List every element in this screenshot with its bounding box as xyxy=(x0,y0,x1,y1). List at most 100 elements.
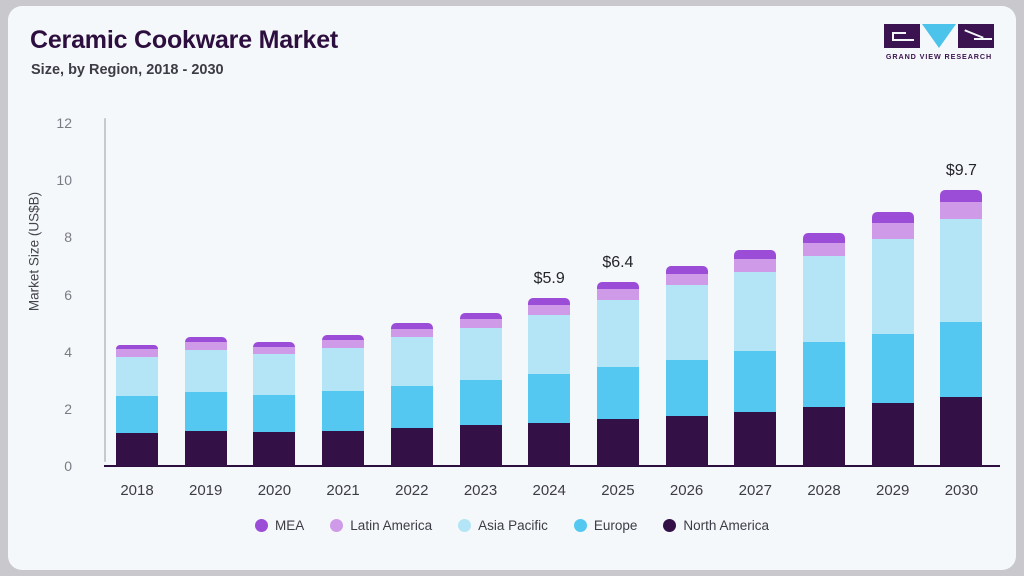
bar-segment-2024-mea[interactable] xyxy=(528,298,571,306)
bar-segment-2030-mea[interactable] xyxy=(940,190,983,203)
bar-segment-2021-mea[interactable] xyxy=(322,334,365,340)
bar-2025[interactable] xyxy=(596,281,639,466)
bar-segment-2027-north-america[interactable] xyxy=(734,411,777,466)
bar-2028[interactable] xyxy=(803,233,845,466)
bar-segment-2023-europe[interactable] xyxy=(459,380,502,426)
bar-segment-2019-mea[interactable] xyxy=(184,337,227,342)
bar-segment-2028-north-america[interactable] xyxy=(803,407,845,466)
bar-segment-2028-europe[interactable] xyxy=(803,341,845,408)
bar-segment-2021-latin-america[interactable] xyxy=(322,339,365,348)
bar-segment-2022-latin-america[interactable] xyxy=(390,328,433,338)
bar-2021[interactable] xyxy=(322,334,365,466)
bar-segment-2029-europe[interactable] xyxy=(871,333,914,403)
bar-segment-2025-latin-america[interactable] xyxy=(596,289,639,300)
bar-2029[interactable] xyxy=(871,212,914,466)
bar-segment-2023-north-america[interactable] xyxy=(459,425,502,466)
bar-segment-2021-north-america[interactable] xyxy=(322,430,365,466)
bar-segment-2018-latin-america[interactable] xyxy=(116,349,158,357)
bar-segment-2020-mea[interactable] xyxy=(253,341,296,347)
bar-segment-2019-north-america[interactable] xyxy=(184,431,227,466)
x-axis-line xyxy=(104,465,1000,467)
x-axis-tick-2026: 2026 xyxy=(669,482,704,499)
bar-segment-2026-north-america[interactable] xyxy=(665,415,708,466)
bar-segment-2027-latin-america[interactable] xyxy=(734,259,777,272)
bar-segment-2021-europe[interactable] xyxy=(322,390,365,431)
bar-segment-2024-latin-america[interactable] xyxy=(528,305,571,316)
legend-item-north-america[interactable]: North America xyxy=(663,518,769,533)
bar-segment-2020-europe[interactable] xyxy=(253,394,296,433)
grand-view-research-logo: GRAND VIEW RESEARCH xyxy=(884,24,994,64)
bar-segment-2027-europe[interactable] xyxy=(734,351,777,412)
bar-2030[interactable] xyxy=(940,190,983,466)
bar-segment-2028-mea[interactable] xyxy=(803,233,845,243)
bar-segment-2020-latin-america[interactable] xyxy=(253,346,296,354)
bar-segment-2030-latin-america[interactable] xyxy=(940,202,983,220)
bar-2022[interactable] xyxy=(390,323,433,466)
legend-label: North America xyxy=(683,518,769,533)
bar-segment-2026-asia-pacific[interactable] xyxy=(665,284,708,360)
bar-2020[interactable] xyxy=(253,341,296,466)
x-axis-tick-2030: 2030 xyxy=(944,482,979,499)
x-axis-tick-2020: 2020 xyxy=(257,482,292,499)
bar-segment-2027-asia-pacific[interactable] xyxy=(734,271,777,352)
bar-segment-2019-europe[interactable] xyxy=(184,391,227,432)
logo-text: GRAND VIEW RESEARCH xyxy=(885,52,993,61)
bar-segment-2018-north-america[interactable] xyxy=(116,433,158,466)
bar-segment-2022-europe[interactable] xyxy=(390,385,433,429)
bar-segment-2019-asia-pacific[interactable] xyxy=(184,349,227,392)
bar-segment-2021-asia-pacific[interactable] xyxy=(322,347,365,391)
bar-segment-2022-mea[interactable] xyxy=(390,323,433,329)
bar-segment-2025-mea[interactable] xyxy=(596,281,639,290)
bar-segment-2029-mea[interactable] xyxy=(871,212,914,224)
bar-2019[interactable] xyxy=(184,337,227,466)
bar-segment-2024-asia-pacific[interactable] xyxy=(528,315,571,374)
bar-segment-2026-latin-america[interactable] xyxy=(665,273,708,285)
bar-2023[interactable] xyxy=(459,312,502,466)
legend-swatch-icon xyxy=(663,519,677,532)
bar-segment-2023-asia-pacific[interactable] xyxy=(459,327,502,381)
legend-item-latin-america[interactable]: Latin America xyxy=(330,518,432,533)
legend-item-mea[interactable]: MEA xyxy=(255,518,304,533)
bar-segment-2024-north-america[interactable] xyxy=(528,422,571,466)
y-axis-tick-2: 2 xyxy=(64,400,72,417)
bar-segment-2029-north-america[interactable] xyxy=(871,402,914,466)
bar-segment-2020-asia-pacific[interactable] xyxy=(253,353,296,395)
bar-2026[interactable] xyxy=(665,266,708,466)
bar-segment-2030-europe[interactable] xyxy=(940,321,983,397)
x-axis-tick-2022: 2022 xyxy=(395,482,429,499)
bar-segment-2024-europe[interactable] xyxy=(528,373,571,423)
page-subtitle: Size, by Region, 2018 - 2030 xyxy=(31,62,224,78)
bar-segment-2027-mea[interactable] xyxy=(734,250,777,260)
bar-segment-2018-europe[interactable] xyxy=(116,395,158,434)
bar-segment-2029-latin-america[interactable] xyxy=(871,223,914,239)
bar-segment-2026-mea[interactable] xyxy=(665,266,708,274)
bar-segment-2019-latin-america[interactable] xyxy=(184,341,227,350)
bar-segment-2018-asia-pacific[interactable] xyxy=(116,356,158,396)
bar-segment-2020-north-america[interactable] xyxy=(253,432,296,466)
bar-2027[interactable] xyxy=(734,250,777,466)
bar-segment-2030-asia-pacific[interactable] xyxy=(940,219,983,322)
bar-segment-2022-north-america[interactable] xyxy=(390,428,433,466)
bar-segment-2025-europe[interactable] xyxy=(596,367,639,420)
x-axis-tick-2024: 2024 xyxy=(532,482,566,499)
y-axis-tick-8: 8 xyxy=(64,229,72,246)
bar-2024[interactable] xyxy=(528,298,571,466)
legend-swatch-icon xyxy=(573,519,587,532)
bar-2018[interactable] xyxy=(116,344,158,466)
bar-segment-2025-asia-pacific[interactable] xyxy=(596,299,639,368)
legend-label: Asia Pacific xyxy=(478,518,548,533)
bar-segment-2023-latin-america[interactable] xyxy=(459,318,502,328)
bar-segment-2022-asia-pacific[interactable] xyxy=(390,337,433,386)
bar-segment-2028-latin-america[interactable] xyxy=(803,242,845,257)
legend-item-europe[interactable]: Europe xyxy=(573,518,637,533)
bar-segment-2026-europe[interactable] xyxy=(665,359,708,416)
legend-item-asia-pacific[interactable]: Asia Pacific xyxy=(458,518,548,533)
y-axis-tick-10: 10 xyxy=(56,172,72,189)
bar-segment-2023-mea[interactable] xyxy=(459,312,502,319)
bar-segment-2028-asia-pacific[interactable] xyxy=(803,256,845,342)
y-axis-ticks: 0 2 4 6 8 10 12 xyxy=(32,6,72,570)
bar-segment-2030-north-america[interactable] xyxy=(940,396,983,466)
bar-segment-2029-asia-pacific[interactable] xyxy=(871,238,914,334)
bar-segment-2018-mea[interactable] xyxy=(116,344,158,350)
bar-segment-2025-north-america[interactable] xyxy=(596,419,639,466)
